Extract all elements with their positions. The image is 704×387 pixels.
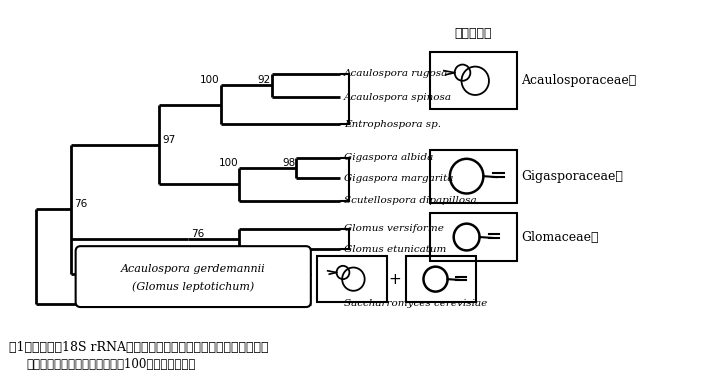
Text: 47: 47 <box>225 247 239 257</box>
Text: +: + <box>389 272 401 287</box>
Text: 98: 98 <box>282 158 295 168</box>
Bar <box>430 213 517 261</box>
Text: 97: 97 <box>162 135 175 145</box>
Text: Glomus versiforme: Glomus versiforme <box>344 224 444 233</box>
Bar <box>430 150 517 202</box>
Text: Gigasporaceae科: Gigasporaceae科 <box>522 170 624 183</box>
FancyBboxPatch shape <box>75 246 311 307</box>
Text: 数字はブートストラップ確率（100反復）を示す．: 数字はブートストラップ確率（100反復）を示す． <box>27 358 196 371</box>
Text: Saccharromyces cerevisiae: Saccharromyces cerevisiae <box>344 300 487 308</box>
Text: 76: 76 <box>74 199 87 209</box>
Bar <box>430 52 517 109</box>
Text: Entrophospora sp.: Entrophospora sp. <box>344 120 441 129</box>
Bar <box>406 256 477 302</box>
Text: (Glomus leptotichum): (Glomus leptotichum) <box>132 281 254 292</box>
Text: Acaulosporaceae科: Acaulosporaceae科 <box>522 74 637 87</box>
Text: Acaulospora gerdemannii: Acaulospora gerdemannii <box>121 264 265 274</box>
Text: 図1　菌根菌の18S rRNA遅伝子配列に基づく分子系統樹（最尤法）: 図1 菌根菌の18S rRNA遅伝子配列に基づく分子系統樹（最尤法） <box>9 341 268 353</box>
Text: Acaulospora rugosa: Acaulospora rugosa <box>344 69 448 78</box>
Bar <box>317 256 387 302</box>
Text: Gigaspora margarita: Gigaspora margarita <box>344 174 453 183</box>
Text: 胞子の形態: 胞子の形態 <box>455 27 492 39</box>
Text: 92: 92 <box>258 75 270 86</box>
Text: Glomus etunicatum: Glomus etunicatum <box>344 245 446 254</box>
Text: Scutellospora dipapillosa: Scutellospora dipapillosa <box>344 196 477 205</box>
Text: 100: 100 <box>200 75 220 86</box>
Text: Glomaceae科: Glomaceae科 <box>522 231 599 243</box>
Text: Gigaspora albida: Gigaspora albida <box>344 153 434 163</box>
Text: Acaulospora spinosa: Acaulospora spinosa <box>344 92 452 101</box>
Text: 76: 76 <box>191 229 205 239</box>
Text: 100: 100 <box>219 158 239 168</box>
